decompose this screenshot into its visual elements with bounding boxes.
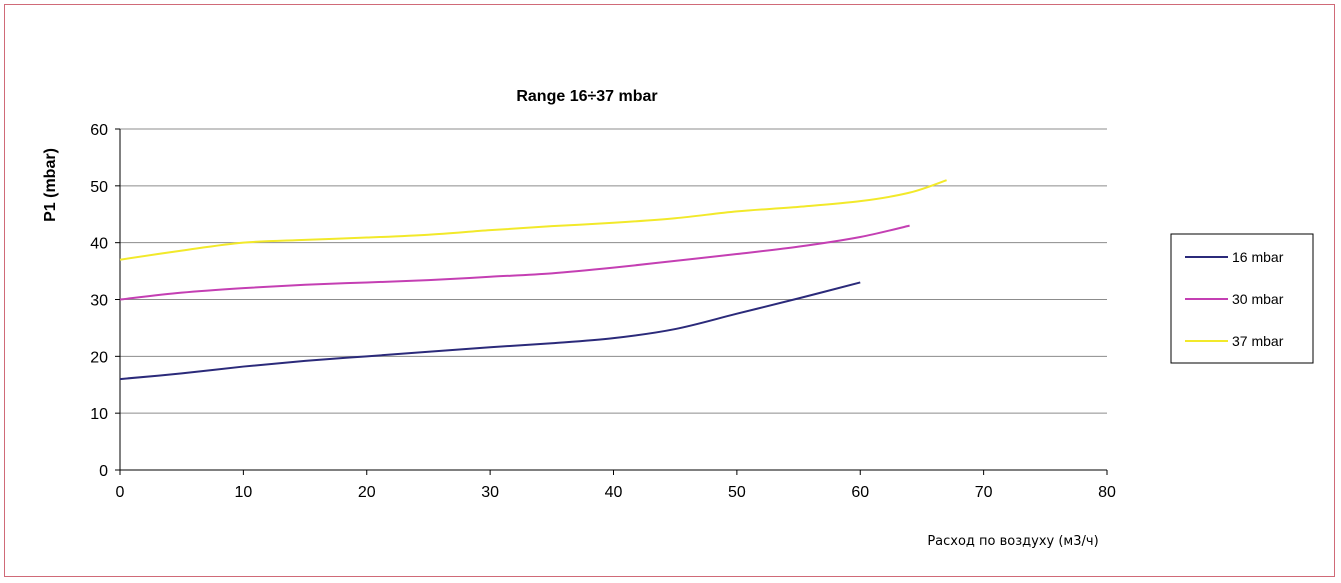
x-tick-label: 40 — [605, 484, 623, 501]
x-tick-label: 30 — [481, 484, 499, 501]
series-lines — [119, 179, 947, 381]
y-tick-label: 60 — [90, 122, 108, 139]
x-tick-label: 10 — [234, 484, 252, 501]
y-tick-label: 20 — [90, 349, 108, 366]
x-axis-label: Расход по воздуху (м3/ч) — [927, 534, 1098, 549]
legend-label: 37 mbar — [1232, 333, 1284, 349]
y-axis-label: P1 (mbar) — [42, 148, 59, 222]
legend: 16 mbar 30 mbar 37 mbar — [1170, 233, 1314, 364]
chart-frame — [4, 4, 1335, 577]
x-tick-label: 70 — [975, 484, 993, 501]
y-tick-label: 40 — [90, 236, 108, 253]
legend-label: 16 mbar — [1232, 249, 1284, 265]
axes — [115, 128, 1108, 475]
chart-title: Range 16÷37 mbar — [516, 88, 657, 105]
series-line-16-mbar — [119, 281, 861, 381]
x-tick-label: 0 — [116, 484, 125, 501]
y-tick-labels: 0 10 20 30 40 50 60 — [90, 122, 108, 480]
y-tick-label: 50 — [90, 179, 108, 196]
x-tick-label: 50 — [728, 484, 746, 501]
series-line-37-mbar — [119, 179, 947, 261]
x-tick-label: 20 — [358, 484, 376, 501]
gridlines — [120, 128, 1107, 414]
y-tick-label: 30 — [90, 293, 108, 310]
y-tick-label: 10 — [90, 406, 108, 423]
x-tick-labels: 0 10 20 30 40 50 60 70 80 — [116, 484, 1116, 501]
x-tick-label: 80 — [1098, 484, 1116, 501]
y-tick-label: 0 — [99, 463, 108, 480]
series-line-30-mbar — [119, 224, 910, 301]
legend-label: 30 mbar — [1232, 291, 1284, 307]
x-tick-label: 60 — [851, 484, 869, 501]
